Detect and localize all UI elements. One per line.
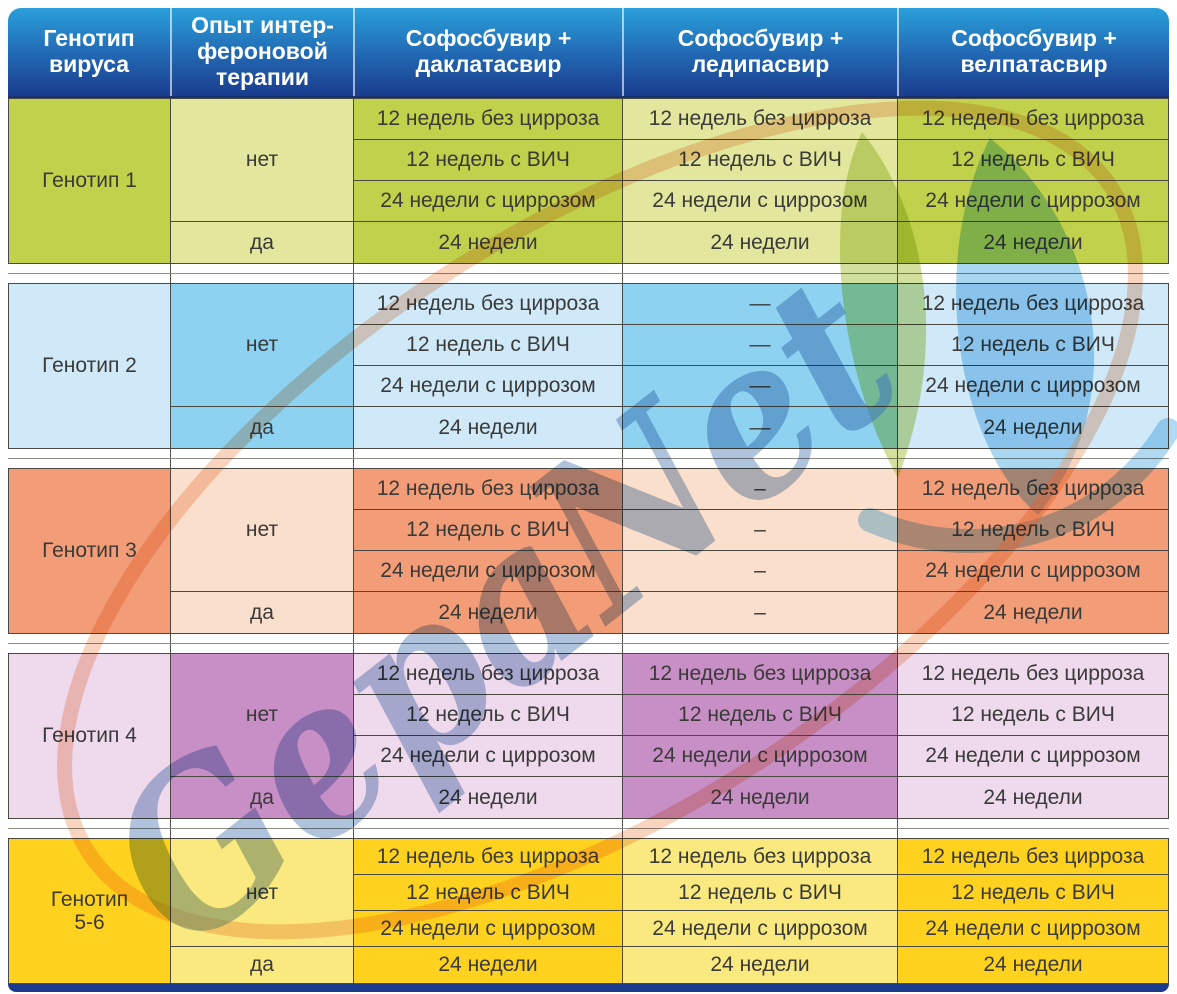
genotype-cell: Генотип 4 [9, 654, 171, 818]
regimen-cell: 24 недели [354, 777, 623, 818]
regimen-cell: 12 недель без цирроза [898, 654, 1168, 695]
regimen-cell: 24 недели [354, 222, 623, 263]
header-interferon-experience: Опыт интер- фероновой терапии [170, 8, 353, 96]
regimen-cell: 12 недель без цирроза [354, 654, 623, 695]
experience-yes-cell: да [171, 777, 354, 818]
regimen-cell: 12 недель без цирроза [898, 469, 1168, 510]
genotype-block-4: Генотип 4 нет да 12 недель без цирроза 12 не… [8, 653, 1169, 819]
regimen-cell: 12 недель с ВИЧ [354, 325, 623, 366]
regimen-cell: – [623, 469, 898, 510]
regimen-cell: — [623, 284, 898, 325]
regimen-cell: 12 недель с ВИЧ [898, 325, 1168, 366]
genotype-cell: Генотип 3 [9, 469, 171, 633]
regimen-cell: 24 недели с циррозом [623, 911, 898, 947]
regimen-cell: 12 недель с ВИЧ [898, 510, 1168, 551]
regimen-cell: 24 недели с циррозом [354, 736, 623, 777]
regimen-cell: 12 недель с ВИЧ [623, 695, 898, 736]
regimen-cell: 12 недель без цирроза [898, 839, 1168, 875]
regimen-cell: 24 недели [623, 947, 898, 983]
regimen-cell: 12 недель без цирроза [354, 469, 623, 510]
regimen-cell: 12 недель с ВИЧ [898, 875, 1168, 911]
experience-no-cell: нет [171, 839, 354, 947]
header-sofosbuvir-ledipasvir: Софосбувир + ледипасвир [622, 8, 897, 96]
regimen-cell: 24 недели [898, 222, 1168, 263]
regimen-cell: 12 недель без цирроза [623, 654, 898, 695]
experience-no-cell: нет [171, 469, 354, 592]
experience-yes-cell: да [171, 407, 354, 448]
experience-no-cell: нет [171, 284, 354, 407]
regimen-cell: 24 недели с циррозом [623, 736, 898, 777]
regimen-cell: 24 недели [898, 407, 1168, 448]
regimen-cell: 12 недель без цирроза [898, 99, 1168, 140]
table-bottom-edge [8, 984, 1169, 992]
genotype-block-3: Генотип 3 нет да 12 недель без цирроза –12 н… [8, 468, 1169, 634]
block-separator [8, 819, 1169, 838]
regimen-cell: — [623, 407, 898, 448]
regimen-cell: 24 недели с циррозом [354, 181, 623, 222]
regimen-cell: 24 недели с циррозом [354, 366, 623, 407]
regimen-cell: 12 недель без цирроза [354, 839, 623, 875]
regimen-cell: 12 недель без цирроза [354, 284, 623, 325]
regimen-cell: 24 недели [354, 592, 623, 633]
genotype-cell: Генотип 5-6 [9, 839, 171, 983]
regimen-cell: 24 недели с циррозом [898, 366, 1168, 407]
block-separator [8, 449, 1169, 468]
regimen-cell: 12 недель с ВИЧ [898, 140, 1168, 181]
regimen-cell: 24 недели [898, 592, 1168, 633]
regimen-cell: 24 недели с циррозом [623, 181, 898, 222]
regimen-cell: – [623, 592, 898, 633]
table-header-row: Генотип вируса Опыт интер- фероновой тер… [8, 8, 1169, 98]
experience-yes-cell: да [171, 222, 354, 263]
regimen-cell: 24 недели с циррозом [898, 911, 1168, 947]
regimen-cell: 24 недели с циррозом [354, 551, 623, 592]
genotype-block-2: Генотип 2 нет да 12 недель без цирроза —12 н… [8, 283, 1169, 449]
regimen-cell: 24 недели [898, 947, 1168, 983]
block-separator [8, 634, 1169, 653]
regimen-cell: – [623, 510, 898, 551]
regimen-cell: 12 недель без цирроза [623, 99, 898, 140]
regimen-cell: 12 недель с ВИЧ [354, 510, 623, 551]
genotype-block-1: Генотип 1 нет да 12 недель без цирроза 12 не… [8, 98, 1169, 264]
regimen-cell: 12 недель с ВИЧ [354, 695, 623, 736]
regimen-cell: 24 недели с циррозом [898, 736, 1168, 777]
header-sofosbuvir-velpatasvir: Софосбувир + велпатасвир [897, 8, 1169, 96]
genotype-cell: Генотип 1 [9, 99, 171, 263]
experience-yes-cell: да [171, 947, 354, 983]
treatment-table: Генотип вируса Опыт интер- фероновой тер… [8, 8, 1169, 992]
regimen-cell: 24 недели [354, 407, 623, 448]
regimen-cell: 24 недели [623, 222, 898, 263]
regimen-cell: 12 недель с ВИЧ [623, 140, 898, 181]
genotype-block-5: Генотип 5-6 нет да 12 недель без цирроза 12 … [8, 838, 1169, 984]
regimen-cell: 12 недель без цирроза [898, 284, 1168, 325]
regimen-cell: 12 недель без цирроза [354, 99, 623, 140]
regimen-cell: — [623, 325, 898, 366]
regimen-cell: 12 недель без цирроза [623, 839, 898, 875]
regimen-cell: 12 недель с ВИЧ [623, 875, 898, 911]
regimen-cell: — [623, 366, 898, 407]
header-genotype: Генотип вируса [43, 25, 135, 77]
header-sofosbuvir-daclatasvir: Софосбувир + даклатасвир [353, 8, 622, 96]
regimen-cell: 24 недели [354, 947, 623, 983]
block-separator [8, 264, 1169, 283]
table-body: Генотип 1 нет да 12 недель без цирроза 12 не… [8, 98, 1169, 984]
regimen-cell: 24 недели с циррозом [898, 551, 1168, 592]
regimen-cell: 24 недели с циррозом [354, 911, 623, 947]
genotype-cell: Генотип 2 [9, 284, 171, 448]
regimen-cell: 12 недель с ВИЧ [354, 140, 623, 181]
regimen-cell: 24 недели с циррозом [898, 181, 1168, 222]
experience-no-cell: нет [171, 654, 354, 777]
regimen-cell: 12 недель с ВИЧ [898, 695, 1168, 736]
regimen-cell: 24 недели [898, 777, 1168, 818]
regimen-cell: 24 недели [623, 777, 898, 818]
experience-no-cell: нет [171, 99, 354, 222]
experience-yes-cell: да [171, 592, 354, 633]
regimen-cell: 12 недель с ВИЧ [354, 875, 623, 911]
regimen-cell: – [623, 551, 898, 592]
